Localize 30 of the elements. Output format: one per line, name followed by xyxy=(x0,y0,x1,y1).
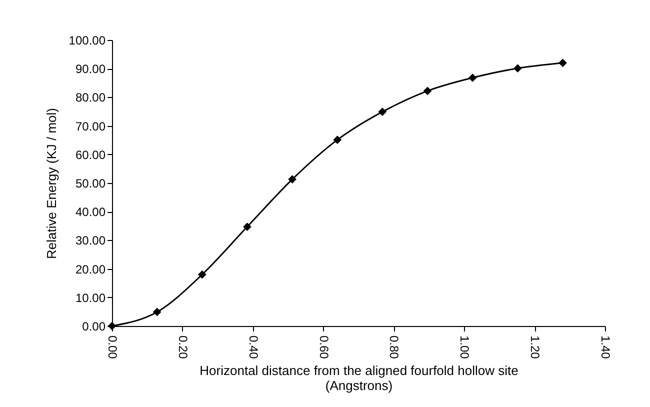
y-tick-label: 10.00 xyxy=(75,290,106,305)
y-tick-label: 60.00 xyxy=(75,148,106,162)
y-tick-label: 20.00 xyxy=(75,262,106,276)
point xyxy=(288,175,296,184)
x-tick-label: 0.60 xyxy=(316,336,331,360)
point xyxy=(468,74,477,82)
x-tick-label: 0.80 xyxy=(387,336,402,360)
y-tick-label: 100.00 xyxy=(68,34,106,48)
y-tick-label: 30.00 xyxy=(75,234,106,248)
x-axis-title: Horizontal distance from the aligned fourfold hollow site (Angstrons) xyxy=(200,362,518,393)
x-tick-label: 1.00 xyxy=(458,336,472,360)
point xyxy=(198,270,206,279)
y-tick-label: 80.00 xyxy=(75,90,106,105)
x-tick-label: 1.40 xyxy=(598,336,612,360)
point xyxy=(423,86,432,96)
point xyxy=(152,308,162,316)
y-tick-label: 0.00 xyxy=(82,320,106,334)
point xyxy=(558,58,567,68)
point xyxy=(243,222,252,231)
x-tick-label: 0.20 xyxy=(176,336,190,360)
y-axis-title: Relative Energy (KJ / mol) xyxy=(44,108,59,259)
x-tick-label: 1.20 xyxy=(528,336,542,360)
x-tick-label: 0.40 xyxy=(246,336,260,360)
point xyxy=(333,136,342,144)
y-tick-label: 40.00 xyxy=(75,205,106,220)
point xyxy=(513,64,522,72)
y-tick-label: 90.00 xyxy=(75,62,106,76)
y-tick-label: 50.00 xyxy=(75,176,106,190)
y-tick-label: 70.00 xyxy=(75,119,106,134)
point xyxy=(378,108,387,116)
